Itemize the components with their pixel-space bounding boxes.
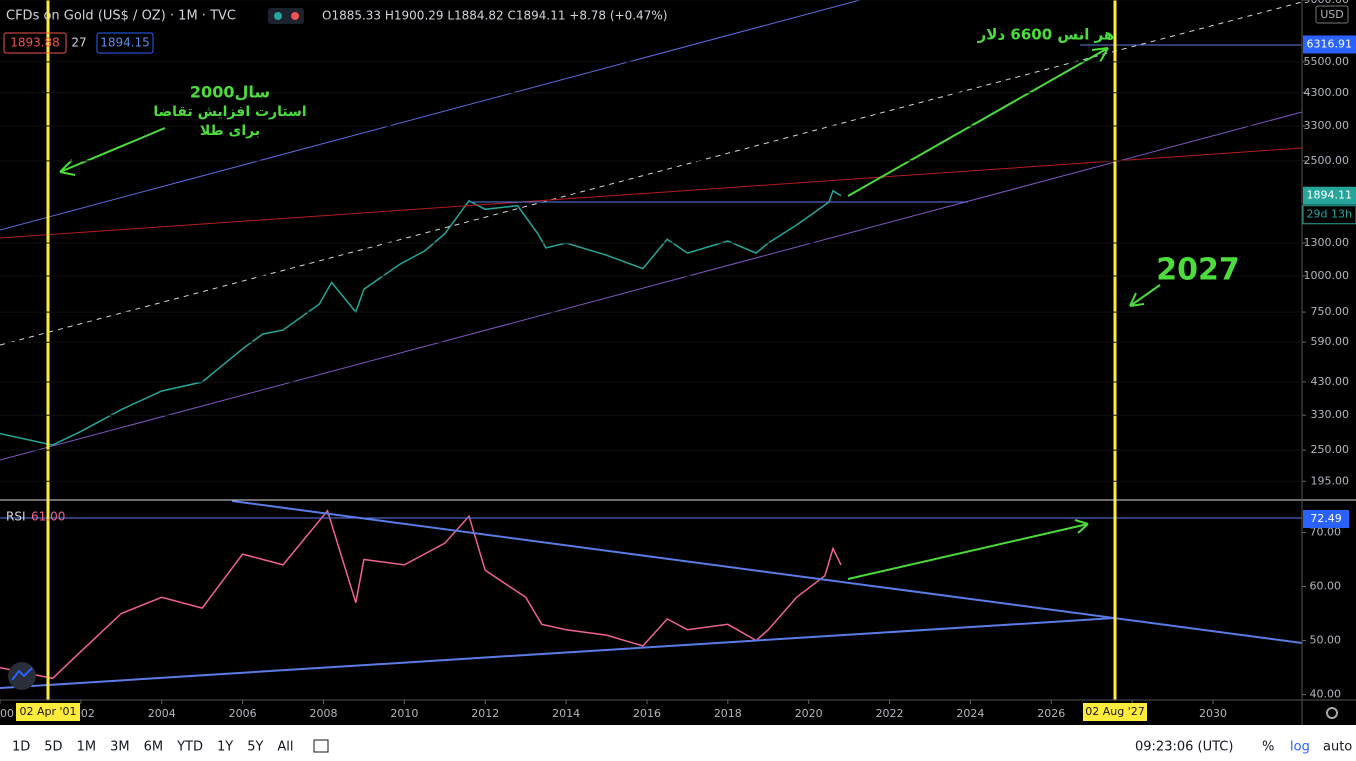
x-tick-label: 2018 xyxy=(714,707,742,720)
countdown-box xyxy=(1302,205,1356,225)
annotation: 2027 xyxy=(1156,253,1240,288)
channel-lower xyxy=(0,111,1303,461)
annotation: استارت افزایش تقاضا xyxy=(153,104,306,120)
y-tick-label: 40.00 xyxy=(1310,688,1342,701)
range-button[interactable]: All xyxy=(277,740,293,755)
y-tick-label: 2500.00 xyxy=(1304,154,1350,167)
symbol[interactable]: CFDs on Gold (US$ / OZ) · 1M · TVC xyxy=(6,9,236,24)
ask-box[interactable] xyxy=(96,32,154,54)
y-tick-label: 3300.00 xyxy=(1304,119,1350,132)
range-button[interactable]: YTD xyxy=(176,740,203,755)
resistance-red xyxy=(0,147,1303,239)
bid-box[interactable] xyxy=(3,32,67,54)
range-button[interactable]: 5D xyxy=(44,740,62,755)
y-tick-label: 250.00 xyxy=(1311,443,1350,456)
rsi-trend-up xyxy=(0,617,1116,689)
ohlc: O1885.33 H1900.29 L1884.82 C1894.11 +8.7… xyxy=(322,9,667,23)
percent-toggle[interactable]: % xyxy=(1262,740,1274,755)
rsi-line xyxy=(0,509,842,680)
range-button[interactable]: 1D xyxy=(12,740,30,755)
y-tick-label: 750.00 xyxy=(1311,305,1350,318)
x-tick-label: 2024 xyxy=(956,707,984,720)
x-tick-label: 2014 xyxy=(552,707,580,720)
y-tick-label: 60.00 xyxy=(1310,579,1342,592)
y-tick-label: 50.00 xyxy=(1310,634,1342,647)
y-tick-label: 4300.00 xyxy=(1304,86,1350,99)
arrow xyxy=(847,519,1089,580)
y-tick-label: 5500.00 xyxy=(1304,55,1350,68)
date-range-icon[interactable] xyxy=(313,739,329,753)
y-tick-label: 590.00 xyxy=(1311,335,1350,348)
price-tag-label: 1894.11 xyxy=(1307,189,1353,202)
rsi-value: 61.00 xyxy=(31,510,65,524)
channel-mid xyxy=(0,1,1303,346)
range-button[interactable]: 1Y xyxy=(217,740,233,755)
rsi-label: RSI xyxy=(6,510,26,524)
drawings xyxy=(0,0,1303,700)
rsi-trend-down xyxy=(231,500,1303,644)
y-tick-label: 9000.00 xyxy=(1304,0,1350,6)
spread: 27 xyxy=(71,36,86,50)
x-tick-label: 2026 xyxy=(1037,707,1065,720)
price-line xyxy=(0,189,842,446)
price-tag-label: 6316.91 xyxy=(1307,37,1353,50)
currency: USD xyxy=(1320,8,1344,21)
time-marker: 02 Aug '27 xyxy=(1085,705,1145,718)
logo[interactable] xyxy=(8,662,36,690)
range-button[interactable]: 3M xyxy=(110,740,130,755)
status-dot xyxy=(291,12,299,20)
settings-icon[interactable] xyxy=(1326,707,1338,719)
y-tick-label: 430.00 xyxy=(1311,375,1350,388)
x-tick-label: 2010 xyxy=(390,707,418,720)
annotations: سال2000 استارت افزایش تقاضا برای طلا هر … xyxy=(153,26,1239,288)
currency-box xyxy=(1315,5,1349,24)
x-tick-label: 2022 xyxy=(876,707,904,720)
y-tick-label: 195.00 xyxy=(1311,474,1350,487)
status-dot xyxy=(274,12,282,20)
time-marker-box xyxy=(16,703,80,721)
x-tick-label: 2012 xyxy=(471,707,499,720)
x-tick-label: 2020 xyxy=(795,707,823,720)
x-tick-label: 2008 xyxy=(309,707,337,720)
log-toggle[interactable]: log xyxy=(1290,740,1310,755)
plot-area xyxy=(0,189,842,680)
countdown: 29d 13h xyxy=(1307,208,1352,221)
logo-mark xyxy=(11,667,33,681)
y-tick-label: 1000.00 xyxy=(1304,269,1350,282)
y-tick-label: 330.00 xyxy=(1311,408,1350,421)
arrow xyxy=(847,47,1109,197)
annotation: برای طلا xyxy=(200,123,260,139)
arrow xyxy=(1129,284,1161,307)
x-tick-label: 2006 xyxy=(229,707,257,720)
price-tag xyxy=(1303,35,1356,54)
x-tick-label: 2004 xyxy=(148,707,176,720)
range-button[interactable]: 1M xyxy=(77,740,97,755)
x-tick-label: 2016 xyxy=(633,707,661,720)
toolbar-items: 09:23:06 (UTC) % log auto 1D 5D 1M 3M 6M YTD 1… xyxy=(12,739,1352,755)
x-tick-label: 2030 xyxy=(1199,707,1227,720)
arrow xyxy=(59,127,166,176)
axes: 9000.00 5500.00 4300.00 3300.00 2500.00 1300.… xyxy=(0,0,1356,721)
range-button[interactable]: 6M xyxy=(144,740,164,755)
rsi-tag xyxy=(1303,509,1349,528)
ask: 1894.15 xyxy=(100,36,150,50)
price-tag xyxy=(1303,186,1356,205)
channel-upper xyxy=(0,0,861,231)
x-tick-label: 2000 xyxy=(0,707,14,720)
toolbar xyxy=(0,725,1356,761)
annotation: هر انس 6600 دلار xyxy=(977,26,1115,44)
auto-toggle[interactable]: auto xyxy=(1323,740,1352,755)
time-marker: 02 Apr '01 xyxy=(19,705,76,718)
range-button[interactable]: 5Y xyxy=(247,740,263,755)
time-axis: 2000200220042006200820102012201420162018… xyxy=(0,700,1227,720)
y-tick-label: 70.00 xyxy=(1310,525,1342,538)
rsi-tag-label: 72.49 xyxy=(1310,512,1342,525)
bid: 1893.88 xyxy=(10,36,60,50)
y-tick-label: 1300.00 xyxy=(1304,236,1350,249)
time-marker-box xyxy=(1083,703,1147,721)
clock: 09:23:06 (UTC) xyxy=(1135,740,1233,755)
annotation: سال2000 xyxy=(190,83,270,102)
